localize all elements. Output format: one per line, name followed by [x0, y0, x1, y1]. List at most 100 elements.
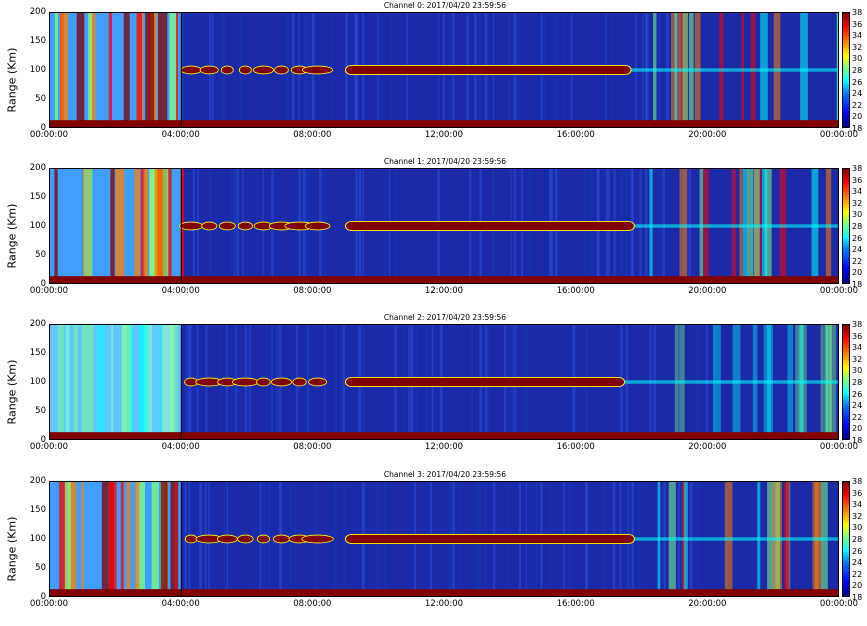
- band-tail: [624, 380, 838, 384]
- colorbar-tick: 34: [852, 31, 863, 41]
- x-tick-label: 20:00:00: [688, 130, 727, 140]
- left-block-streak: [175, 13, 179, 127]
- band-segment: [252, 65, 274, 75]
- left-block-streak: [65, 325, 70, 439]
- noise-streak: [343, 482, 346, 596]
- colorbar-tick: 24: [852, 245, 863, 255]
- x-tick-label: 16:00:00: [556, 599, 595, 609]
- x-tick-label: 00:00:00: [29, 130, 69, 140]
- band-segment: [232, 377, 259, 387]
- x-tick-label: 12:00:00: [424, 130, 464, 140]
- colorbar-tick: 18: [852, 124, 863, 133]
- band-segment: [270, 377, 292, 387]
- heatmap-svg: [50, 169, 838, 283]
- x-tick-label: 04:00:00: [161, 599, 200, 609]
- y-tick-label: 0: [40, 435, 46, 445]
- left-block-streak: [108, 13, 112, 127]
- y-tick-label: 50: [35, 250, 46, 260]
- left-block-streak: [64, 482, 71, 596]
- y-tick-label: 200: [29, 319, 46, 329]
- colorbar-tick: 22: [852, 412, 863, 422]
- band-segment: [237, 221, 253, 231]
- strong-band: [345, 64, 632, 76]
- band-segment: [218, 221, 236, 231]
- left-block-streak: [89, 13, 96, 127]
- bottom-strip: [50, 276, 838, 283]
- chart-panel: Channel 2: 2017/04/20 23:59:56 Range (Km)…: [0, 312, 867, 466]
- band-segment: [308, 377, 328, 387]
- colorbar-tick: 26: [852, 389, 863, 399]
- y-axis-label-text: Range (Km): [5, 47, 19, 113]
- heatmap-svg: [50, 13, 838, 127]
- x-tick-label: 08:00:00: [293, 599, 332, 609]
- band-segment: [274, 65, 289, 75]
- colorbar-tick: 38: [852, 164, 863, 173]
- colorbar-tick: 22: [852, 569, 863, 579]
- left-block-streak: [115, 169, 125, 283]
- left-block-streak: [161, 169, 169, 283]
- colorbar-tick: 28: [852, 535, 863, 544]
- y-axis-label-text: Range (Km): [5, 516, 19, 582]
- x-tick-label: 04:00:00: [161, 130, 200, 140]
- x-tick-label: 00:00:00: [29, 442, 69, 452]
- left-block-streak: [110, 169, 115, 283]
- left-block-streak: [134, 169, 140, 283]
- x-tick-label: 04:00:00: [161, 442, 200, 452]
- y-tick-label: 150: [29, 505, 46, 515]
- band-segment: [304, 221, 331, 231]
- y-tick-label: 100: [29, 534, 46, 544]
- colorbar-tick: 24: [852, 558, 863, 568]
- left-block-streak: [166, 325, 175, 439]
- left-block-streak: [81, 482, 84, 596]
- y-axis-label-text: Range (Km): [5, 203, 19, 269]
- colorbar-tick: 26: [852, 233, 863, 243]
- band-segment: [180, 65, 202, 75]
- left-block-streak: [159, 325, 162, 439]
- left-block-streak: [154, 169, 164, 283]
- left-block-streak: [161, 325, 168, 439]
- left-block-streak: [88, 13, 93, 127]
- colorbar-tick: 18: [852, 436, 863, 445]
- band-segment: [184, 534, 198, 544]
- x-tick-label: 08:00:00: [293, 442, 332, 452]
- y-tick-label: 200: [29, 163, 46, 173]
- y-tick-label: 200: [29, 476, 46, 486]
- band-segment: [292, 377, 307, 387]
- y-tick-label: 50: [35, 563, 46, 573]
- left-block: [50, 325, 182, 439]
- bottom-strip: [50, 120, 838, 127]
- colorbar-tick: 22: [852, 256, 863, 266]
- heatmap-svg: [50, 482, 838, 596]
- band-tail: [634, 537, 838, 541]
- left-block-streak: [145, 13, 155, 127]
- colorbar-tick: 28: [852, 66, 863, 75]
- y-tick-label: 0: [40, 123, 46, 133]
- colorbar-tick: 30: [852, 366, 863, 376]
- y-tick-label: 50: [35, 94, 46, 104]
- x-tick-label: 00:00:00: [819, 442, 859, 452]
- colorbar-tick: 20: [852, 268, 863, 278]
- colorbar-tick: 20: [852, 112, 863, 122]
- y-axis-label: Range (Km): [4, 178, 20, 294]
- y-tick-label: 100: [29, 221, 46, 231]
- left-block-streak: [59, 482, 66, 596]
- left-block-streak: [97, 325, 105, 439]
- panel-title: Channel 2: 2017/04/20 23:59:56: [383, 313, 507, 322]
- colorbar-tick: 22: [852, 100, 863, 110]
- band-segment: [179, 221, 204, 231]
- left-block-streak: [61, 13, 64, 127]
- x-tick-label: 08:00:00: [293, 286, 332, 296]
- left-block-streak: [139, 325, 149, 439]
- x-tick-label: 20:00:00: [688, 286, 727, 296]
- x-tick-label: 08:00:00: [293, 130, 332, 140]
- colorbar-tick: 36: [852, 175, 863, 185]
- colorbar-tick: 38: [852, 320, 863, 329]
- band-tail: [631, 68, 838, 72]
- left-block-streak: [67, 482, 77, 596]
- noise-streak: [342, 325, 345, 439]
- colorbar-tick: 24: [852, 89, 863, 99]
- x-tick-label: 00:00:00: [29, 286, 69, 296]
- colorbar-tick: 32: [852, 354, 863, 364]
- x-tick-label: 12:00:00: [424, 442, 464, 452]
- band-segment: [301, 534, 334, 544]
